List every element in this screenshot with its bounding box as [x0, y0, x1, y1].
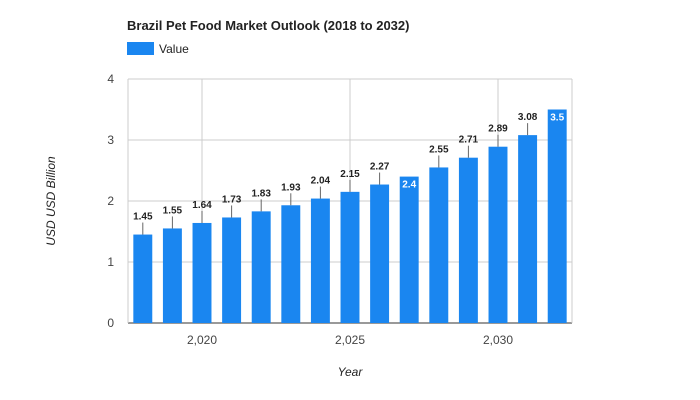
data-label-2021: 1.73: [222, 194, 242, 205]
data-label-2032: 3.5: [550, 113, 564, 124]
bar-2018: [133, 234, 153, 323]
x-tick-label-0: 2,020: [187, 333, 217, 347]
y-axis-label: USD USD Billion: [44, 156, 58, 246]
y-tick-label-4: 4: [107, 72, 114, 86]
data-label-2029: 2.71: [459, 135, 479, 146]
bar-2032: [547, 109, 567, 323]
data-labels: 1.45 1.55 1.64 1.73 1.83 1.93 2.04 2.15 2.27 2.4 2…: [133, 112, 565, 235]
bar-2024: [310, 198, 330, 323]
y-tick-label-1: 1: [107, 255, 114, 269]
y-tick-label-2: 2: [107, 194, 114, 208]
bars: [133, 109, 567, 323]
data-label-2022: 1.83: [251, 188, 271, 199]
x-tick-labels: 2,020 2,025 2,030: [187, 333, 513, 347]
legend-swatch-value: [127, 42, 154, 55]
bar-2020: [192, 222, 212, 323]
bar-2029: [458, 157, 478, 323]
bar-2027: [399, 176, 419, 323]
bar-2021: [222, 217, 242, 323]
bar-2030: [488, 146, 508, 323]
y-tick-label-3: 3: [107, 133, 114, 147]
chart-title: Brazil Pet Food Market Outlook (2018 to …: [127, 18, 409, 33]
data-label-2028: 2.55: [429, 144, 449, 155]
data-label-2018: 1.45: [133, 212, 153, 223]
bar-2031: [518, 135, 538, 323]
x-tick-label-1: 2,025: [335, 333, 365, 347]
legend-label-value: Value: [159, 42, 189, 56]
bar-2026: [370, 184, 390, 323]
x-tick-label-2: 2,030: [483, 333, 513, 347]
data-label-2026: 2.27: [370, 162, 390, 173]
x-axis-label: Year: [338, 365, 364, 379]
bar-2019: [162, 228, 182, 323]
data-label-2031: 3.08: [518, 112, 538, 123]
data-label-2024: 2.04: [311, 176, 331, 187]
data-label-2025: 2.15: [340, 169, 360, 180]
bar-2028: [429, 167, 449, 323]
bar-2022: [251, 211, 271, 323]
data-label-2027: 2.4: [402, 180, 416, 191]
data-label-2020: 1.64: [192, 200, 212, 211]
bar-2023: [281, 205, 301, 323]
data-label-2023: 1.93: [281, 182, 301, 193]
y-tick-labels: 0 1 2 3 4: [107, 72, 114, 330]
y-tick-label-0: 0: [107, 316, 114, 330]
data-label-2019: 1.55: [163, 205, 183, 216]
data-label-2030: 2.89: [488, 124, 508, 135]
bar-2025: [340, 191, 360, 323]
